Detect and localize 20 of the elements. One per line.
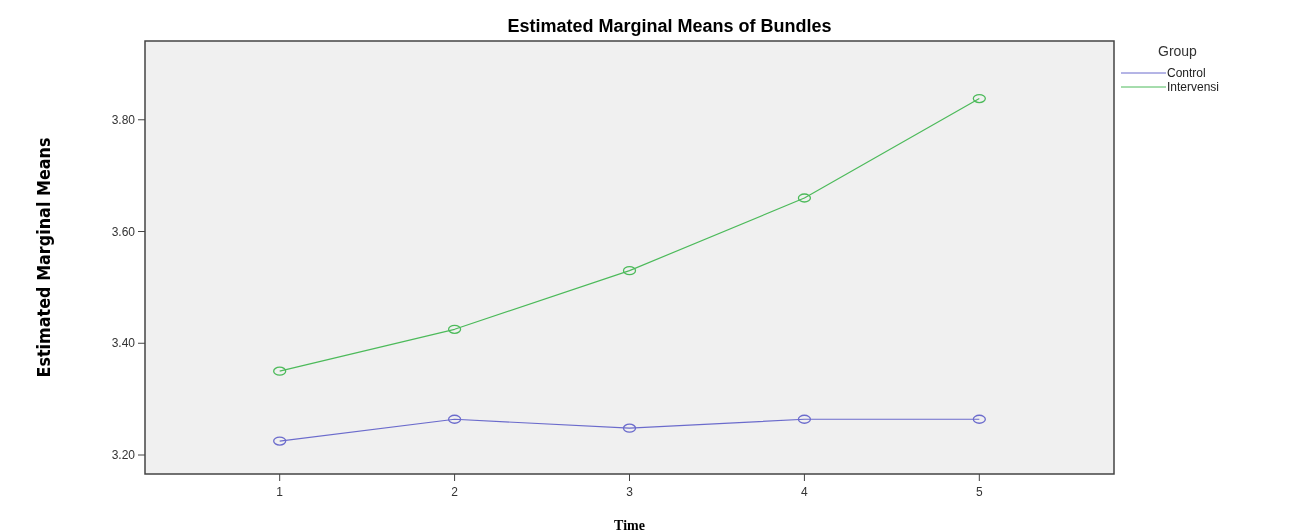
point xyxy=(972,93,986,104)
point xyxy=(273,436,287,446)
x-tick-label: 3 xyxy=(626,485,634,499)
y-tick-label: 3.40 xyxy=(111,336,136,351)
y-tick-label: 3.80 xyxy=(111,112,136,127)
y-tick-label: 3.60 xyxy=(111,224,136,239)
point xyxy=(622,265,637,276)
chart-title: Estimated Marginal Means of Bundles xyxy=(507,16,832,36)
legend-title: Group xyxy=(1158,43,1198,59)
legend-label: Intervensi xyxy=(1167,80,1220,95)
x-tick-label: 5 xyxy=(975,485,983,499)
x-axis-title: Time xyxy=(614,518,645,530)
x-tick-label: 2 xyxy=(451,485,459,499)
point xyxy=(972,414,986,424)
point xyxy=(273,366,287,376)
x-tick-label: 1 xyxy=(276,485,284,499)
y-tick-label: 3.20 xyxy=(111,448,136,463)
x-tick-label: 4 xyxy=(801,485,809,499)
y-axis-title: Estimated Marginal Means xyxy=(34,122,54,378)
legend-label: Control xyxy=(1167,66,1206,81)
